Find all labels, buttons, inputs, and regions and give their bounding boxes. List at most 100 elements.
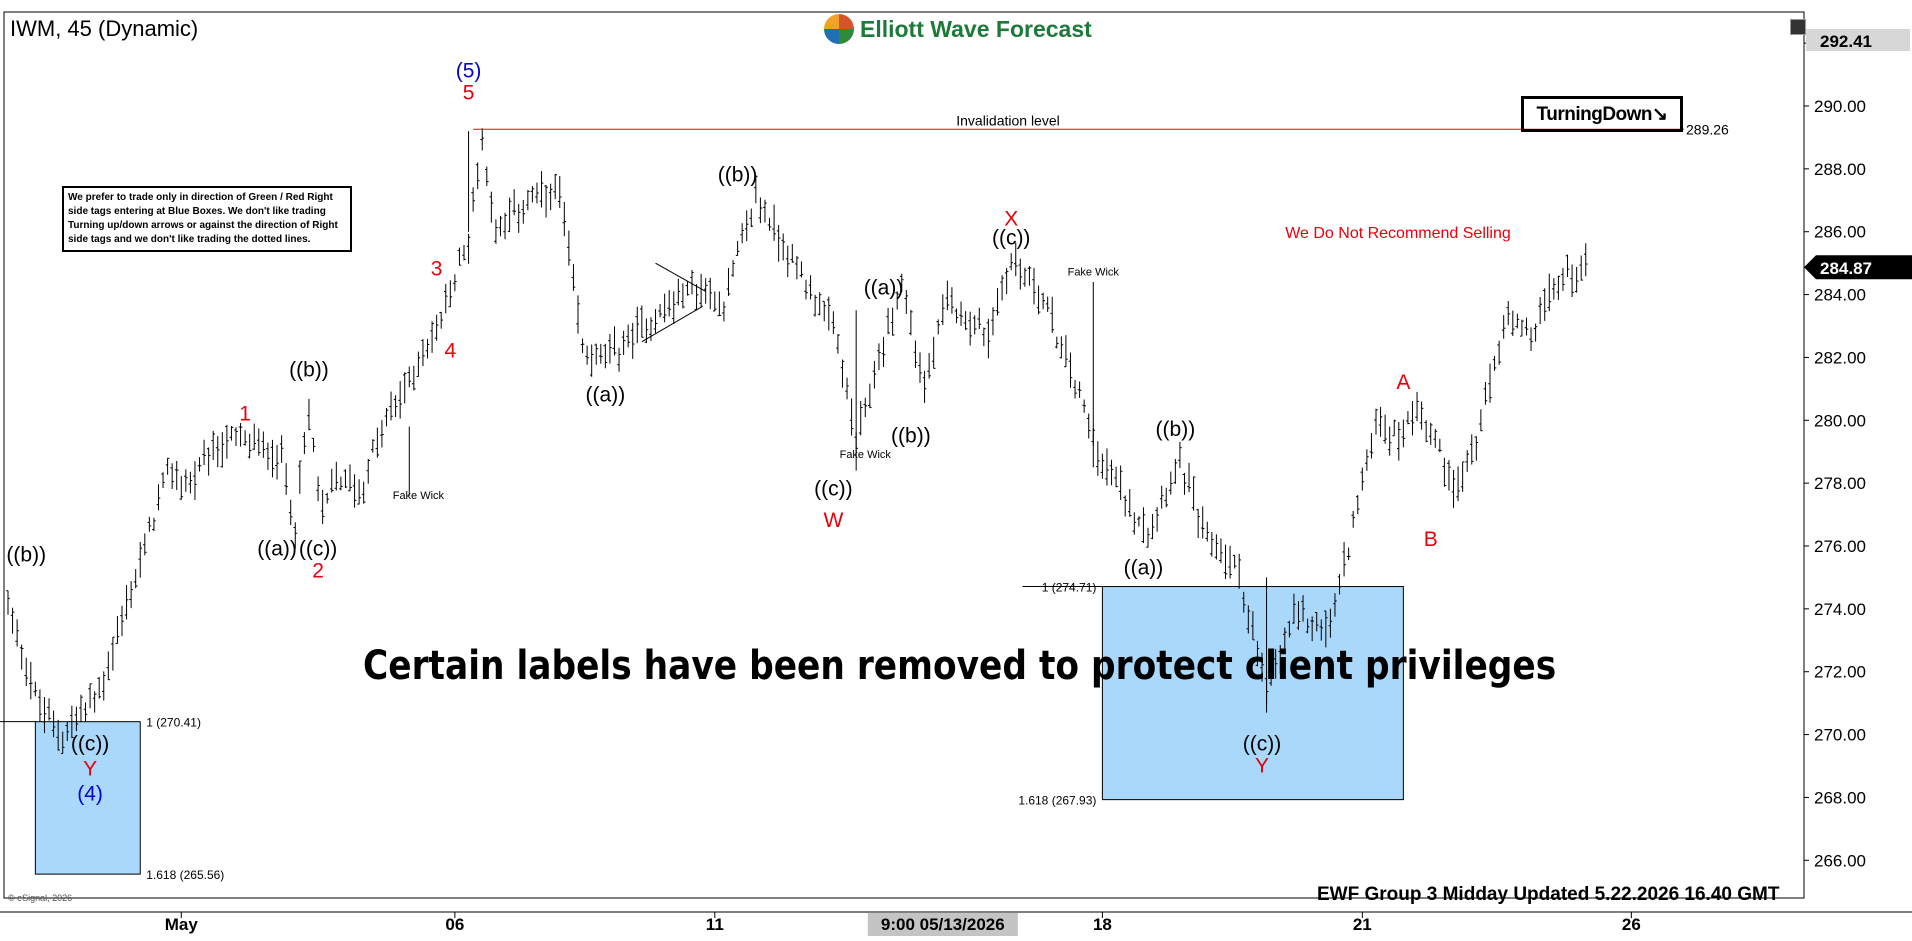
- price-bar: [270, 439, 275, 478]
- price-bar: [416, 351, 421, 378]
- price-bar: [890, 307, 895, 336]
- price-bar: [1059, 336, 1064, 359]
- wave-label: ((b)): [289, 358, 329, 381]
- price-bar: [662, 293, 667, 323]
- price-axis: 266.00 268.00 270.00 272.00 274.00 276.00 278.…: [1804, 29, 1912, 870]
- wave-label: ((a)): [257, 537, 297, 560]
- price-bar: [1219, 538, 1223, 564]
- price-bar: [1428, 422, 1433, 445]
- price-bar: [1547, 273, 1552, 312]
- price-bar: [311, 437, 316, 452]
- price-bar: [557, 176, 562, 208]
- price-bar: [143, 533, 147, 556]
- price-bar: [1319, 619, 1324, 641]
- time-tick-label: 26: [1622, 915, 1641, 934]
- ohlc-bars: [6, 128, 1588, 755]
- price-bar: [1182, 472, 1187, 495]
- price-bar: [348, 464, 352, 492]
- wave-label: 1: [239, 402, 251, 425]
- price-bar: [79, 694, 83, 723]
- price-bar: [744, 210, 749, 242]
- box-bottom-label-1: 1.618 (267.93): [1018, 794, 1096, 808]
- wave-label: 2: [312, 559, 324, 582]
- price-bar: [1273, 648, 1278, 679]
- price-bar: [1346, 547, 1351, 561]
- wave-label: 4: [444, 339, 456, 362]
- price-bar: [945, 280, 950, 311]
- price-bar: [785, 245, 790, 278]
- price-bar: [206, 447, 211, 476]
- price-bar: [776, 225, 781, 262]
- time-axis: May 06 11 18 21 26 9:00 05/13/2026: [165, 912, 1641, 936]
- price-bar: [393, 395, 398, 418]
- price-bar: [1241, 591, 1246, 613]
- wave-label: 5: [463, 82, 475, 105]
- price-bar: [735, 240, 740, 256]
- price-bar: [229, 426, 234, 441]
- price-bar: [653, 309, 658, 333]
- last-price-box: [1804, 255, 1912, 280]
- price-bar: [763, 199, 767, 223]
- time-tick-label: 11: [706, 915, 724, 934]
- price-bar: [257, 428, 261, 456]
- price-bar: [1292, 593, 1296, 624]
- price-tick-label: 272.00: [1814, 663, 1866, 682]
- esignal-copyright: © eSignal, 2026: [8, 893, 73, 903]
- price-bar: [1214, 534, 1219, 560]
- price-bar: [922, 370, 927, 403]
- price-bar: [197, 457, 202, 472]
- wave-label: (4): [77, 783, 103, 806]
- invalidation-label: Invalidation level: [956, 112, 1060, 128]
- price-bar: [845, 377, 849, 400]
- price-bar: [47, 698, 51, 721]
- price-bar: [60, 731, 65, 755]
- price-bar: [1374, 408, 1378, 435]
- window-toggle-icon[interactable]: [1790, 19, 1806, 35]
- price-bar: [133, 569, 138, 589]
- wave-label: Fake Wick: [1068, 267, 1120, 279]
- price-bar: [1164, 487, 1169, 508]
- price-bar: [101, 671, 106, 701]
- price-bar: [881, 336, 886, 368]
- wave-label: ((b)): [891, 424, 931, 447]
- price-bar: [904, 289, 909, 314]
- price-bar: [1324, 610, 1328, 648]
- price-bar: [1036, 285, 1041, 315]
- price-bar: [1542, 288, 1547, 321]
- wave-label: Y: [83, 757, 97, 780]
- price-bar: [1246, 605, 1251, 634]
- price-bar: [972, 315, 977, 335]
- trading-note: We prefer to trade only in direction of …: [62, 186, 352, 252]
- price-bar: [202, 439, 206, 465]
- price-bar: [1451, 470, 1456, 508]
- price-tick-label: 266.00: [1814, 851, 1866, 870]
- price-bar: [24, 657, 29, 686]
- price-bar: [1055, 336, 1059, 349]
- price-bar: [1383, 414, 1387, 444]
- price-bar: [795, 256, 799, 280]
- box-top-label-0: 1 (270.41): [146, 716, 201, 730]
- price-bar: [1579, 255, 1583, 281]
- price-bar: [516, 203, 521, 233]
- price-bar: [503, 212, 507, 240]
- time-tick-label: 06: [445, 915, 464, 934]
- brand-name: Elliott Wave Forecast: [860, 15, 1092, 42]
- price-bar: [909, 309, 913, 336]
- price-bar: [621, 330, 626, 355]
- price-bar: [65, 721, 70, 742]
- price-bar: [863, 397, 868, 418]
- price-bar: [1100, 453, 1105, 479]
- price-bar: [485, 166, 489, 186]
- wave-label: ((a)): [864, 277, 904, 300]
- price-bar: [1023, 267, 1027, 287]
- price-bar: [339, 476, 343, 491]
- chart-frame: [0, 11, 1912, 913]
- price-bar: [1378, 406, 1383, 437]
- price-bar: [950, 287, 954, 314]
- price-bar: [831, 311, 836, 334]
- price-bar: [380, 420, 384, 448]
- price-bar: [899, 273, 904, 292]
- price-bar: [1004, 267, 1009, 295]
- price-bar: [384, 407, 389, 427]
